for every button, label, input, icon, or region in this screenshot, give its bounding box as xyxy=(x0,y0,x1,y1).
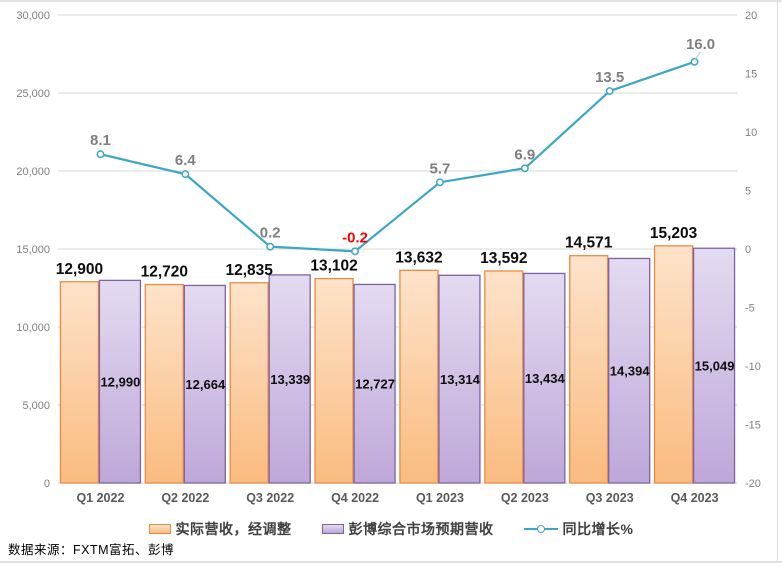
legend-item-label: 同比增长% xyxy=(562,521,634,537)
x-axis-category-label: Q4 2022 xyxy=(331,491,379,505)
bar-forecast-value-label: 13,339 xyxy=(270,372,310,387)
bar-forecast-value-label: 13,434 xyxy=(525,371,566,386)
x-axis-category-label: Q3 2022 xyxy=(246,491,294,505)
bar-forecast-value-label: 12,727 xyxy=(355,377,395,392)
legend-item: 彭博综合市场预期营收 xyxy=(321,519,494,539)
bar-actual-value-label: 13,592 xyxy=(480,250,527,267)
bar-actual-revenue xyxy=(314,277,354,484)
growth-value-label: 5.7 xyxy=(430,160,451,177)
x-axis-category-label: Q3 2023 xyxy=(586,491,634,505)
chart-legend: 实际营收，经调整 彭博综合市场预期营收 同比增长% xyxy=(0,517,782,541)
y-axis-right-tick-label: -10 xyxy=(745,361,761,373)
legend-line-swatch-icon xyxy=(523,524,558,534)
bar-actual-revenue xyxy=(59,281,100,484)
x-axis-category-label: Q2 2023 xyxy=(501,491,549,505)
bar-actual-revenue xyxy=(229,282,269,484)
growth-line-marker xyxy=(266,242,275,251)
legend-item-label: 实际营收，经调整 xyxy=(175,521,292,537)
y-axis-right-tick-label: 5 xyxy=(745,186,751,198)
y-axis-right-tick-label: 20 xyxy=(745,10,757,22)
bar-actual-value-label: 12,720 xyxy=(141,264,188,281)
growth-value-label: 13.5 xyxy=(595,69,624,86)
growth-value-label: -0.2 xyxy=(342,229,368,246)
y-axis-left-tick-label: 10,000 xyxy=(16,322,50,334)
bar-actual-revenue xyxy=(399,269,439,484)
y-axis-right-tick-label: 10 xyxy=(745,127,757,139)
bar-forecast-revenue xyxy=(183,284,226,484)
legend-purple-swatch-icon xyxy=(321,524,344,534)
bar-actual-value-label: 14,571 xyxy=(565,235,613,252)
growth-line-marker xyxy=(605,87,614,96)
bar-forecast-revenue xyxy=(608,257,651,484)
y-axis-left-tick-label: 25,000 xyxy=(16,88,50,100)
bar-forecast-revenue xyxy=(268,274,311,484)
bar-forecast-revenue xyxy=(98,279,142,484)
growth-line xyxy=(100,60,695,253)
legend-item-label: 彭博综合市场预期营收 xyxy=(348,521,494,537)
x-axis-category-label: Q1 2023 xyxy=(416,491,464,505)
growth-line-marker xyxy=(181,170,190,179)
bar-actual-revenue xyxy=(484,270,524,484)
bar-forecast-value-label: 15,049 xyxy=(695,359,735,374)
bar-forecast-value-label: 12,664 xyxy=(185,377,226,392)
bar-forecast-revenue xyxy=(353,283,396,484)
bar-actual-value-label: 15,203 xyxy=(650,225,698,242)
growth-value-label: 8.1 xyxy=(90,132,111,149)
label-leader-line xyxy=(695,51,701,60)
top-border xyxy=(0,0,782,2)
bar-actual-value-label: 13,632 xyxy=(395,249,442,266)
y-axis-right-tick-label: 0 xyxy=(745,244,751,256)
bottom-border xyxy=(0,561,782,563)
data-source-note: 数据来源：FXTM富拓、彭博 xyxy=(8,543,175,557)
bar-actual-revenue xyxy=(653,245,694,484)
bar-forecast-revenue xyxy=(692,247,736,484)
y-axis-left-tick-label: 15,000 xyxy=(16,244,50,256)
bar-forecast-revenue xyxy=(523,272,566,484)
growth-line-marker xyxy=(520,164,529,173)
growth-value-label: 6.4 xyxy=(175,152,197,169)
legend-item: 同比增长% xyxy=(523,519,634,539)
y-axis-right-tick-label: -5 xyxy=(745,303,755,315)
growth-line-marker xyxy=(351,247,360,256)
growth-line-marker xyxy=(96,150,105,159)
y-axis-right-tick-label: -15 xyxy=(745,420,761,432)
bar-actual-revenue xyxy=(144,283,184,484)
y-axis-left-tick-label: 20,000 xyxy=(16,166,50,178)
y-axis-left-tick-label: 30,000 xyxy=(16,10,50,22)
bar-actual-value-label: 12,900 xyxy=(56,261,103,278)
growth-value-label: 16.0 xyxy=(686,36,715,53)
right-border xyxy=(777,0,778,561)
y-axis-right-tick-label: -20 xyxy=(745,478,761,490)
bar-forecast-revenue xyxy=(438,274,481,484)
bar-forecast-value-label: 14,394 xyxy=(610,364,651,379)
x-axis-category-label: Q2 2022 xyxy=(161,491,209,505)
y-axis-left-tick-label: 5,000 xyxy=(22,400,50,412)
y-axis-right-tick-label: 15 xyxy=(745,69,757,81)
legend-orange-swatch-icon xyxy=(148,524,171,534)
growth-value-label: 6.9 xyxy=(514,146,535,163)
x-axis-category-label: Q1 2022 xyxy=(76,491,124,505)
bar-forecast-value-label: 13,314 xyxy=(440,372,481,387)
y-axis-left-tick-label: 0 xyxy=(44,478,50,490)
growth-value-label: 0.2 xyxy=(260,225,281,242)
x-axis-category-label: Q4 2023 xyxy=(671,491,719,505)
bar-forecast-value-label: 12,990 xyxy=(101,375,141,390)
bar-actual-value-label: 12,835 xyxy=(225,262,273,279)
legend-item: 实际营收，经调整 xyxy=(148,519,292,539)
bar-actual-value-label: 13,102 xyxy=(310,258,357,275)
bar-actual-revenue xyxy=(569,255,609,484)
growth-line-marker xyxy=(435,178,444,187)
growth-line-marker xyxy=(690,57,699,66)
